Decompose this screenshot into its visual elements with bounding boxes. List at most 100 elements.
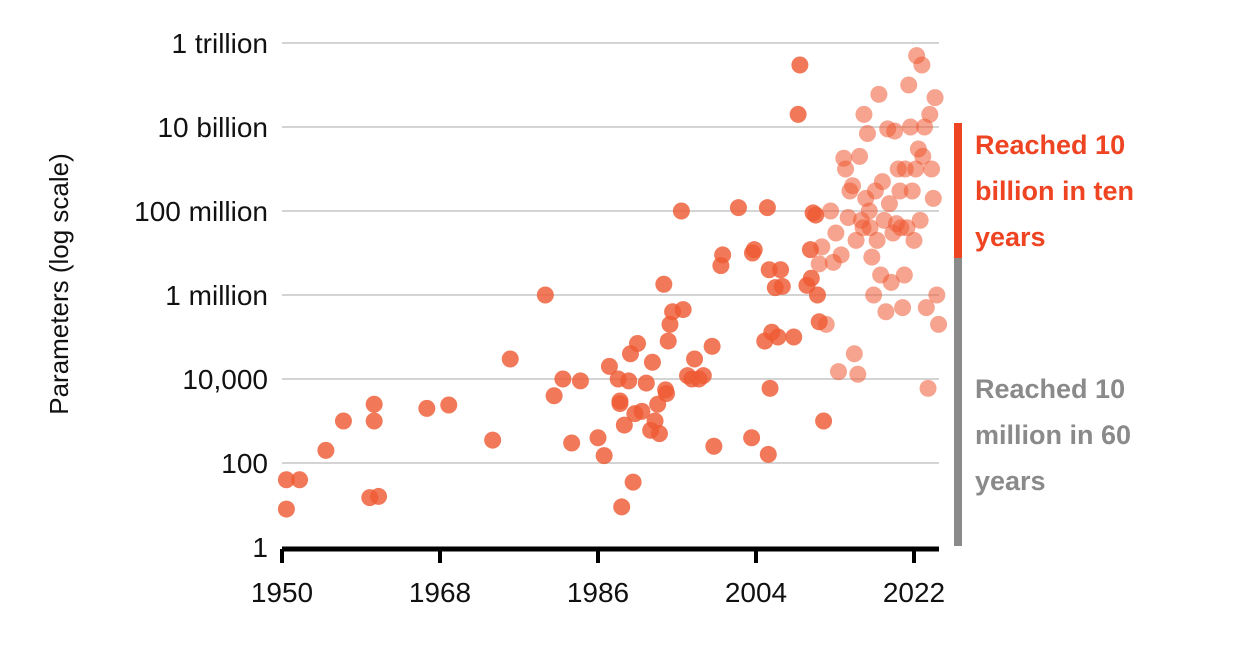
data-point	[277, 500, 295, 518]
data-point	[905, 231, 923, 249]
y-tick-label: 1	[252, 532, 268, 563]
data-point	[914, 147, 932, 165]
data-point	[615, 416, 633, 434]
x-tick-label: 1968	[409, 577, 471, 608]
data-point	[827, 224, 845, 242]
y-tick-label: 100	[221, 448, 268, 479]
data-point	[903, 182, 921, 200]
data-point	[921, 105, 939, 123]
y-tick-label: 1 million	[165, 280, 268, 311]
data-point	[637, 374, 655, 392]
data-point	[785, 328, 803, 346]
data-point	[880, 195, 898, 213]
data-point	[789, 105, 807, 123]
data-point	[501, 350, 519, 368]
data-point	[370, 487, 388, 505]
y-tick-label: 10 billion	[157, 112, 268, 143]
data-point	[900, 76, 918, 94]
data-point	[613, 498, 631, 516]
data-point	[365, 412, 383, 430]
data-point	[877, 303, 895, 321]
y-tick-label: 100 million	[134, 196, 268, 227]
data-point	[901, 118, 919, 136]
data-point	[830, 363, 848, 381]
data-point	[365, 395, 383, 413]
data-point	[611, 395, 629, 413]
data-point	[703, 337, 721, 355]
annotation-ten-years: Reached 10 billion in ten years	[975, 130, 1134, 252]
data-point	[849, 365, 867, 383]
data-point	[863, 248, 881, 266]
data-point	[620, 372, 638, 390]
data-point	[554, 370, 572, 388]
data-point	[729, 199, 747, 217]
data-point	[769, 328, 787, 346]
data-point	[924, 189, 942, 207]
data-point	[758, 199, 776, 217]
y-tick-label: 1 trillion	[172, 28, 268, 59]
data-point	[810, 255, 828, 273]
data-point	[873, 173, 891, 191]
data-point	[851, 147, 869, 165]
data-point	[926, 89, 944, 107]
data-point	[847, 231, 865, 249]
data-point	[894, 299, 912, 317]
data-point	[815, 412, 833, 430]
data-point	[714, 246, 732, 264]
data-point	[661, 315, 679, 333]
data-point	[536, 286, 554, 304]
data-point	[686, 350, 704, 368]
data-point	[745, 241, 763, 259]
data-point	[845, 345, 863, 363]
data-point	[807, 206, 825, 224]
data-point	[484, 431, 502, 449]
data-point	[589, 429, 607, 447]
data-point	[911, 211, 929, 229]
data-point	[418, 399, 436, 417]
data-point	[886, 122, 904, 140]
data-point	[743, 429, 761, 447]
data-point	[813, 238, 831, 256]
data-point	[659, 332, 677, 350]
data-point	[545, 387, 563, 405]
data-point	[817, 315, 835, 333]
data-point	[705, 437, 723, 455]
data-point	[317, 441, 335, 459]
data-point	[674, 301, 692, 319]
data-point	[855, 105, 873, 123]
data-point	[643, 353, 661, 371]
data-point	[655, 275, 673, 293]
data-point	[868, 231, 886, 249]
data-point	[928, 286, 946, 304]
data-point	[791, 56, 809, 74]
data-point	[672, 202, 690, 220]
data-point	[600, 357, 618, 375]
data-point	[839, 209, 857, 227]
data-point	[440, 396, 458, 414]
data-point	[907, 160, 925, 178]
x-axis: 1950 1968 1986 2004 2022	[251, 546, 945, 608]
data-point	[882, 273, 900, 291]
x-tick-label: 1950	[251, 577, 313, 608]
data-point	[865, 286, 883, 304]
data-point	[837, 160, 855, 178]
x-tick-label: 2022	[883, 577, 945, 608]
data-point	[571, 372, 589, 390]
data-point	[832, 246, 850, 264]
data-point	[891, 182, 909, 200]
data-point	[633, 402, 651, 420]
data-point	[844, 177, 862, 195]
data-point	[563, 434, 581, 452]
data-point	[860, 202, 878, 220]
data-point	[895, 266, 913, 284]
data-point	[913, 56, 931, 74]
grid-lines	[282, 42, 939, 464]
data-point	[772, 261, 790, 279]
y-axis-title: Parameters (log scale)	[44, 153, 74, 415]
x-tick-label: 1986	[567, 577, 629, 608]
data-point	[595, 447, 613, 465]
data-point	[822, 202, 840, 220]
data-point	[919, 379, 937, 397]
y-tick-labels: 1 100 10,000 1 million 100 million 10 billion…	[134, 28, 268, 563]
x-tick-label: 2004	[725, 577, 787, 608]
